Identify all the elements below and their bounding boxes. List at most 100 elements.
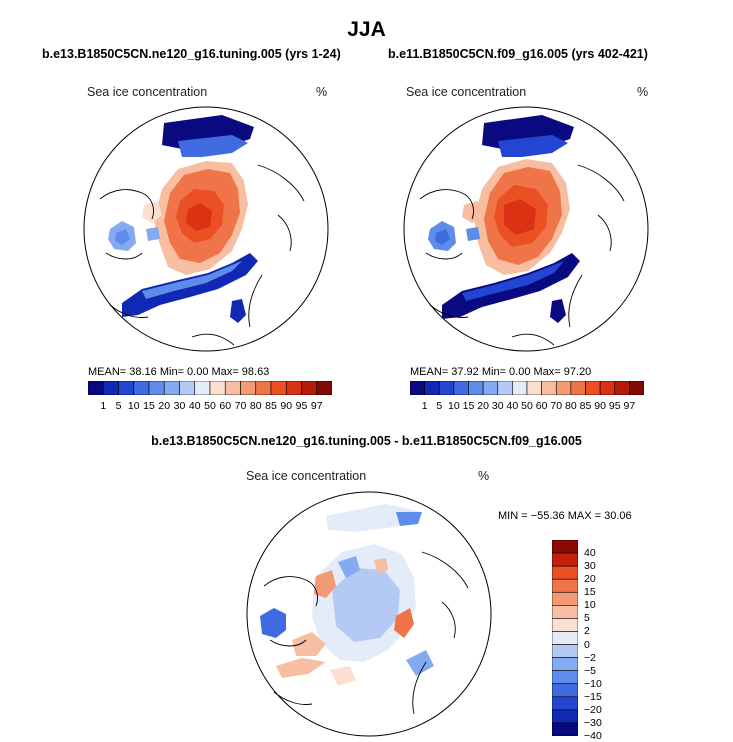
panel-1-colorbar-box: [179, 381, 196, 395]
panel-1-colorbar-tick-label: 90: [280, 400, 293, 412]
difference-colorbar-tick-label: 10: [584, 599, 596, 612]
panel-2-variable-label: Sea ice concentration: [406, 85, 527, 99]
panel-2-colorbar-tick-label: 50: [521, 400, 533, 412]
panel-2-colorbar: [410, 381, 644, 395]
difference-positive-fringe-west: [314, 570, 336, 598]
figure-title: JJA: [347, 18, 386, 41]
difference-polar-map: [246, 491, 492, 737]
panel-1-colorbar-tick-label: 20: [158, 400, 171, 412]
difference-colorbar-tick-label: −20: [584, 703, 602, 716]
panel-1-colorbar-box: [118, 381, 135, 395]
panel-2-colorbar-labels: 1 5 10 15 20 30 40 50 60 70 80 85 90 95 97: [410, 400, 644, 414]
panel-2-stats: MEAN= 37.92 Min= 0.00 Max= 97.20: [410, 366, 592, 378]
panel-2-ice-band-inner: [498, 135, 568, 157]
panel-2-colorbar-box: [453, 381, 469, 395]
difference-variable-label: Sea ice concentration: [246, 469, 367, 483]
panel-1-colorbar-labels: 1 5 10 15 20 30 40 50 60 70 80 85 90 95 97: [88, 400, 332, 414]
panel-2-units: %: [637, 85, 649, 99]
panel-1-variable-label: Sea ice concentration: [87, 85, 208, 99]
panel-2-colorbar-tick-label: 90: [594, 400, 606, 412]
panel-2-colorbar-box: [614, 381, 630, 395]
panel-1-units: %: [316, 85, 328, 99]
panel-1-colorbar-tick-label: 5: [115, 400, 122, 412]
panel-1-ice-band-inner: [178, 135, 248, 157]
panel-2-colorbar-box: [410, 381, 425, 395]
difference-units: %: [478, 469, 490, 483]
panel-2-colorbar-tick-label: 70: [550, 400, 563, 412]
panel-1-polar-map: [83, 106, 329, 352]
difference-colorbar-tick-label: 30: [584, 560, 596, 573]
difference-colorbar-tick-label: 15: [584, 586, 596, 599]
panel-2-colorbar-box: [482, 381, 499, 395]
difference-hudson-bay: [260, 608, 286, 638]
panel-1-colorbar-box: [301, 381, 318, 395]
panel-1-colorbar-box: [270, 381, 287, 395]
panel-2-colorbar-tick-label: 5: [436, 400, 443, 412]
panel-2-colorbar-box: [570, 381, 586, 395]
panel-2-colorbar-tick-label: 85: [579, 400, 592, 412]
difference-colorbar-tick-label: −40: [584, 730, 602, 742]
panel-2-colorbar-tick-label: 40: [506, 400, 519, 412]
panel-2-colorbar-tick-label: 95: [608, 400, 621, 412]
difference-colorbar-labels: 40 30 20 15 10 5 2 0 −2 −5 −10 −15 −20 −30 −40: [584, 540, 624, 742]
difference-stats: MIN = −55.36 MAX = 30.06: [498, 510, 632, 522]
panel-2-colorbar-box: [585, 381, 601, 395]
panel-2-colorbar-box: [497, 381, 513, 395]
panel-2-polar-map: [403, 106, 649, 352]
panel-2-colorbar-box: [599, 381, 616, 395]
difference-colorbar-box: [552, 696, 578, 711]
panel-1-stats: MEAN= 38.16 Min= 0.00 Max= 98.63: [88, 366, 270, 378]
difference-subtitle: b.e13.B1850C5CN.ne120_g16.tuning.005 - b…: [151, 434, 582, 448]
panel-1-colorbar-tick-label: 85: [265, 400, 277, 412]
difference-colorbar-box: [552, 578, 578, 593]
panel-1-colorbar-box: [102, 381, 119, 395]
difference-colorbar-box: [552, 631, 578, 645]
panel-1-colorbar-box: [285, 381, 302, 395]
panel-2-colorbar-box: [468, 381, 484, 395]
panel-1-colorbar-tick-label: 15: [143, 400, 155, 412]
panel-2-colorbar-tick-label: 30: [491, 400, 504, 412]
panel-1-subtitle: b.e13.B1850C5CN.ne120_g16.tuning.005 (yr…: [42, 47, 341, 61]
difference-colorbar-tick-label: 40: [584, 547, 596, 560]
panel-1-colorbar-tick-label: 97: [310, 400, 323, 412]
difference-colorbar-box: [552, 670, 578, 685]
panel-2-colorbar-tick-label: 20: [477, 400, 489, 412]
difference-colorbar-box: [552, 683, 578, 698]
panel-2-subtitle: b.e11.B1850C5CN.f09_g16.005 (yrs 402-421…: [388, 47, 648, 61]
panel-1-central-ice-max: [186, 203, 212, 231]
panel-1-colorbar-box: [88, 381, 104, 395]
panel-2-colorbar-box: [512, 381, 528, 395]
panel-1-colorbar-box: [194, 381, 211, 395]
panel-2-colorbar-tick-label: 15: [462, 400, 475, 412]
difference-colorbar-tick-label: 20: [584, 573, 596, 586]
panel-1-colorbar-tick-label: 80: [249, 400, 262, 412]
panel-2-central-ice-max: [504, 199, 536, 235]
difference-colorbar-tick-label: 2: [584, 625, 590, 638]
difference-colorbar-tick-label: −15: [584, 690, 602, 703]
difference-colorbar-box: [552, 591, 578, 606]
panel-1-colorbar-box: [209, 381, 226, 395]
panel-1-colorbar-box: [316, 381, 332, 395]
panel-1-colorbar-box: [240, 381, 257, 395]
panel-1-colorbar-box: [133, 381, 150, 395]
difference-colorbar-box: [552, 605, 578, 619]
panel-1-colorbar-tick-label: 30: [173, 400, 186, 412]
difference-colorbar-tick-label: −2: [584, 651, 596, 664]
panel-1-colorbar-tick-label: 60: [219, 400, 232, 412]
panel-2-colorbar-box: [424, 381, 440, 395]
difference-colorbar-box: [552, 709, 578, 724]
difference-colorbar-box: [552, 618, 578, 632]
panel-1-colorbar-tick-label: 70: [234, 400, 247, 412]
panel-1-colorbar-tick-label: 40: [188, 400, 201, 412]
panel-1-colorbar-tick-label: 95: [295, 400, 308, 412]
panel-1-colorbar-tick-label: 1: [100, 400, 107, 412]
panel-2-colorbar-tick-label: 10: [448, 400, 460, 412]
difference-colorbar-tick-label: 5: [584, 612, 590, 625]
panel-1-colorbar-box: [255, 381, 272, 395]
panel-1-colorbar-tick-label: 10: [127, 400, 140, 412]
panel-1-colorbar: [88, 381, 332, 395]
panel-1-colorbar-tick-label: 50: [204, 400, 216, 412]
difference-colorbar-box: [552, 644, 578, 658]
difference-colorbar: [552, 540, 578, 736]
panel-2-colorbar-tick-label: 97: [623, 400, 636, 412]
